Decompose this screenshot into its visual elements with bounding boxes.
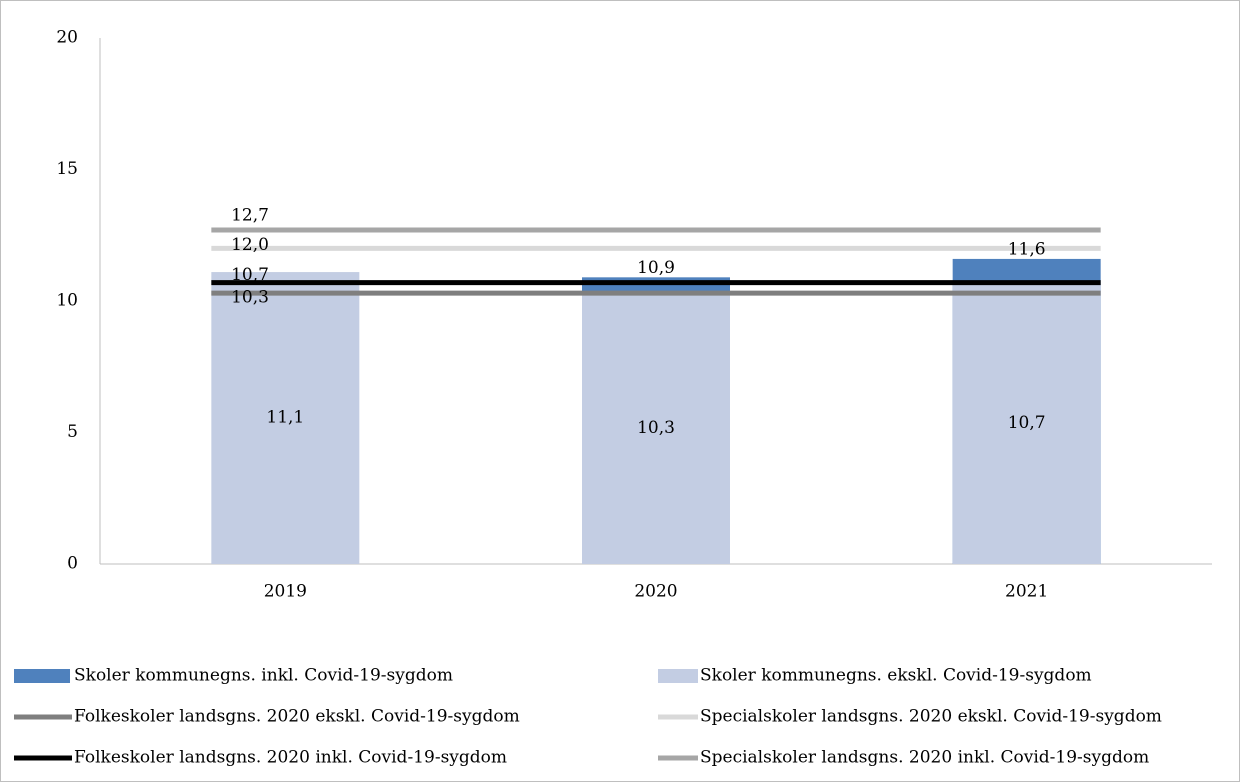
bar xyxy=(582,293,730,564)
legend-swatch xyxy=(14,669,70,683)
legend-label: Specialskoler landsgns. 2020 inkl. Covid… xyxy=(700,748,1149,768)
legend-label: Folkeskoler landsgns. 2020 inkl. Covid-1… xyxy=(74,748,507,768)
y-tick-label: 0 xyxy=(67,554,78,574)
legend-label: Skoler kommunegns. inkl. Covid-19-sygdom xyxy=(74,666,453,686)
data-label: 11,6 xyxy=(1008,239,1046,259)
y-tick-label: 20 xyxy=(56,28,78,48)
legend-label: Skoler kommunegns. ekskl. Covid-19-sygdo… xyxy=(700,666,1092,686)
x-tick-label: 2020 xyxy=(634,582,677,602)
data-label: 12,7 xyxy=(231,205,269,225)
data-label: 10,7 xyxy=(231,265,269,285)
data-label: 11,1 xyxy=(266,408,304,428)
y-tick-label: 15 xyxy=(56,159,78,179)
legend-label: Specialskoler landsgns. 2020 ekskl. Covi… xyxy=(700,707,1162,727)
x-tick-label: 2019 xyxy=(264,582,307,602)
y-tick-label: 10 xyxy=(56,291,78,311)
legend-label: Folkeskoler landsgns. 2020 ekskl. Covid-… xyxy=(74,707,520,727)
data-label: 10,3 xyxy=(231,288,269,308)
data-label: 10,7 xyxy=(1008,413,1046,433)
bar xyxy=(952,282,1101,564)
bar xyxy=(211,272,360,564)
data-label: 12,0 xyxy=(231,235,269,255)
data-label: 10,9 xyxy=(637,258,675,278)
data-label: 10,3 xyxy=(637,418,675,438)
x-tick-label: 2021 xyxy=(1005,582,1048,602)
legend-swatch xyxy=(658,669,698,683)
y-tick-label: 5 xyxy=(67,422,78,442)
